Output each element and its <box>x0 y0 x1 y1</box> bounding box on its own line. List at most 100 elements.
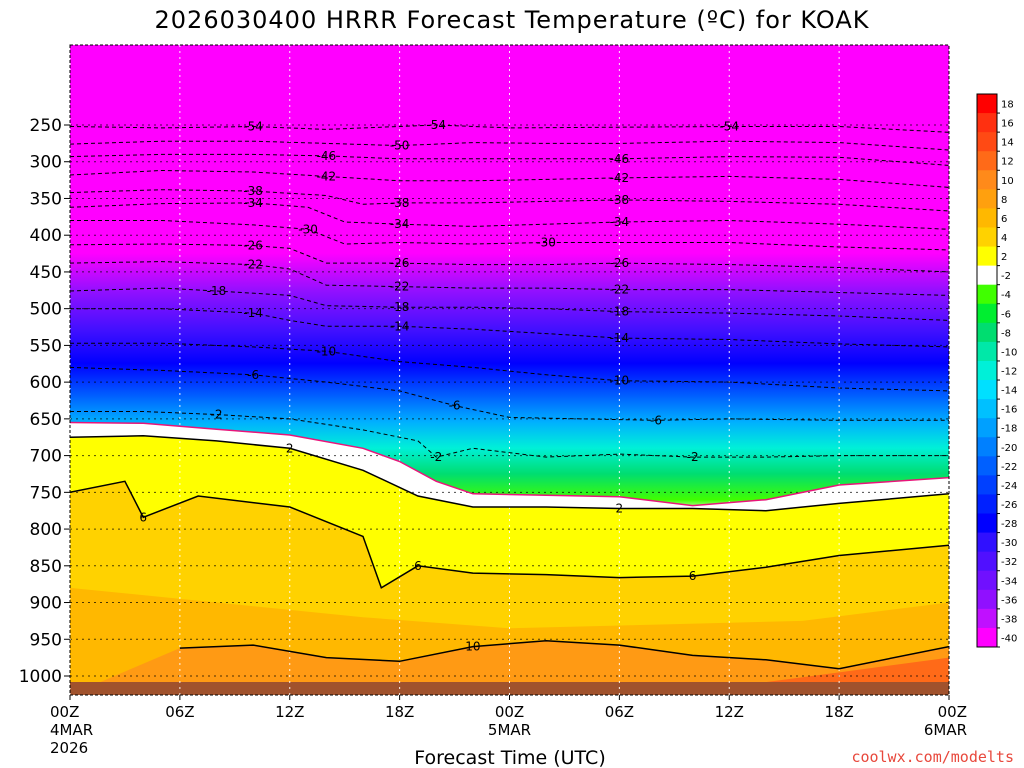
x-tick-year: 2026 <box>50 739 88 757</box>
colorbar-label: -8 <box>1001 328 1011 339</box>
colorbar-swatch <box>977 513 997 534</box>
x-tick-date: 6MAR <box>924 721 967 739</box>
colorbar-swatch <box>977 227 997 248</box>
isotherm-label--6: -6 <box>449 399 461 413</box>
isotherm-label--22: -22 <box>243 258 263 272</box>
isotherm-label--54: -54 <box>719 119 739 133</box>
y-tick-label: 750 <box>30 483 62 503</box>
isotherm-label--22: -22 <box>390 280 410 294</box>
colorbar-label: 10 <box>1001 176 1014 187</box>
colorbar-swatch <box>977 284 997 305</box>
isotherm-label--38: -38 <box>390 196 410 210</box>
y-tick-label: 400 <box>30 226 62 246</box>
isotherm-2 <box>70 435 949 512</box>
isotherm-label--14: -14 <box>390 319 410 333</box>
colorbar-label: -20 <box>1001 443 1017 454</box>
colorbar-swatch <box>977 380 997 400</box>
colorbar-swatch <box>977 94 997 114</box>
colorbar-swatch <box>977 303 997 324</box>
isotherm-label--14: -14 <box>610 331 630 345</box>
colorbar-label: -34 <box>1001 576 1017 587</box>
colorbar-label: -16 <box>1001 405 1017 416</box>
colorbar-label: 12 <box>1001 157 1014 168</box>
isotherm--34 <box>70 202 949 230</box>
colorbar-label: 6 <box>1001 214 1007 225</box>
isotherm-label--18: -18 <box>207 284 227 298</box>
colorbar-label: 2 <box>1001 252 1007 263</box>
isotherm-label--42: -42 <box>610 171 630 185</box>
colorbar-label: -6 <box>1001 309 1011 320</box>
y-tick-label: 500 <box>30 300 62 320</box>
isotherm-label--42: -42 <box>317 169 337 183</box>
isotherm-label--46: -46 <box>610 152 630 166</box>
x-tick-label: 00Z <box>495 703 524 721</box>
isotherm-label-10: 10 <box>465 640 480 654</box>
x-tick-label: 12Z <box>275 703 304 721</box>
x-tick-label: 18Z <box>385 703 414 721</box>
colorbar-swatch <box>977 265 997 286</box>
colorbar-label: -22 <box>1001 462 1017 473</box>
colorbar-swatch <box>977 399 997 419</box>
isotherm--6 <box>70 366 949 421</box>
isotherm-label--6: -6 <box>650 413 662 427</box>
isotherm-label--50: -50 <box>390 139 410 153</box>
colorbar-frame <box>976 93 998 648</box>
colorbar-swatch <box>977 532 997 553</box>
colorbar-swatch <box>977 551 997 572</box>
colorbar-swatch <box>977 360 997 381</box>
isotherm--26 <box>70 243 949 273</box>
isotherm-label--18: -18 <box>390 300 410 314</box>
y-tick-label: 600 <box>30 373 62 393</box>
isotherm--22 <box>70 261 949 296</box>
isotherm-label--26: -26 <box>390 256 410 270</box>
isotherm-label-6: 6 <box>414 559 422 573</box>
isotherm--50 <box>70 140 949 151</box>
colorbar-swatch <box>977 322 997 343</box>
colorbar-label: -28 <box>1001 519 1017 530</box>
isotherm-label--18: -18 <box>610 305 630 319</box>
y-tick-label: 900 <box>30 594 62 614</box>
isotherm--18 <box>70 287 949 321</box>
colorbar-label: -24 <box>1001 481 1017 492</box>
x-tick-date: 5MAR <box>488 721 531 739</box>
isotherm--2 <box>70 411 949 458</box>
isotherm-label-6: 6 <box>139 510 147 524</box>
colorbar-swatch <box>977 589 997 610</box>
colorbar-swatch <box>977 151 997 171</box>
colorbar-swatch <box>977 208 997 228</box>
isotherm-label--2: -2 <box>430 450 442 464</box>
colorbar-swatch <box>977 132 997 152</box>
y-tick-label: 700 <box>30 447 62 467</box>
colorbar-swatch <box>977 570 997 591</box>
x-tick-label: 06Z <box>605 703 634 721</box>
colorbar-swatch <box>977 341 997 362</box>
colorbar-swatch <box>977 170 997 190</box>
colorbar-swatch <box>977 494 997 515</box>
plot-area: -54 -54 -54-50-46 -46-42 -42-38-38 -38-34-34-… <box>70 45 949 695</box>
isotherm-10 <box>179 639 949 670</box>
colorbar-label: -38 <box>1001 614 1017 625</box>
x-tick-label: 18Z <box>824 703 853 721</box>
colorbar-label: -14 <box>1001 386 1017 397</box>
colorbar-label: 4 <box>1001 233 1007 244</box>
y-tick-label: 1000 <box>19 667 62 687</box>
colorbar-swatch <box>977 456 997 476</box>
isotherm-label-2: 2 <box>286 441 294 455</box>
x-axis-label: Forecast Time (UTC) <box>414 747 605 768</box>
credit-text: coolwx.com/modelts <box>851 748 1014 766</box>
x-tick-label: 00Z <box>50 703 79 721</box>
x-tick-date: 4MAR <box>50 721 93 739</box>
isotherm--30 <box>70 220 949 251</box>
isotherm-label--34: -34 <box>390 217 410 231</box>
isotherm-label--2: -2 <box>211 407 223 421</box>
isotherm-label--54: -54 <box>426 118 446 132</box>
isotherm-label-2: 2 <box>616 501 624 515</box>
isotherm-label--38: -38 <box>243 184 263 198</box>
y-tick-label: 350 <box>30 189 62 209</box>
colorbar-label: -4 <box>1001 290 1011 301</box>
colorbar-label: -10 <box>1001 347 1017 358</box>
y-tick-label: 650 <box>30 410 62 430</box>
y-tick-label: 250 <box>30 116 62 136</box>
